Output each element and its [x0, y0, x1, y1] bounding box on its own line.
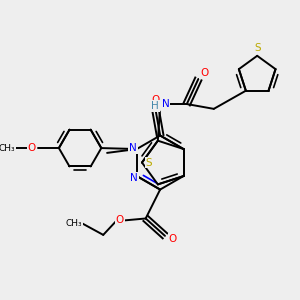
Text: CH₃: CH₃	[0, 144, 15, 153]
Text: H: H	[151, 101, 159, 111]
Text: N: N	[162, 99, 170, 109]
Text: O: O	[28, 143, 36, 153]
Text: O: O	[169, 234, 177, 244]
Text: CH₃: CH₃	[66, 219, 82, 228]
Text: S: S	[146, 158, 152, 167]
Text: N: N	[129, 143, 137, 153]
Text: N: N	[130, 173, 138, 183]
Text: S: S	[254, 43, 260, 53]
Text: O: O	[116, 215, 124, 225]
Text: O: O	[151, 95, 159, 105]
Text: O: O	[200, 68, 208, 78]
